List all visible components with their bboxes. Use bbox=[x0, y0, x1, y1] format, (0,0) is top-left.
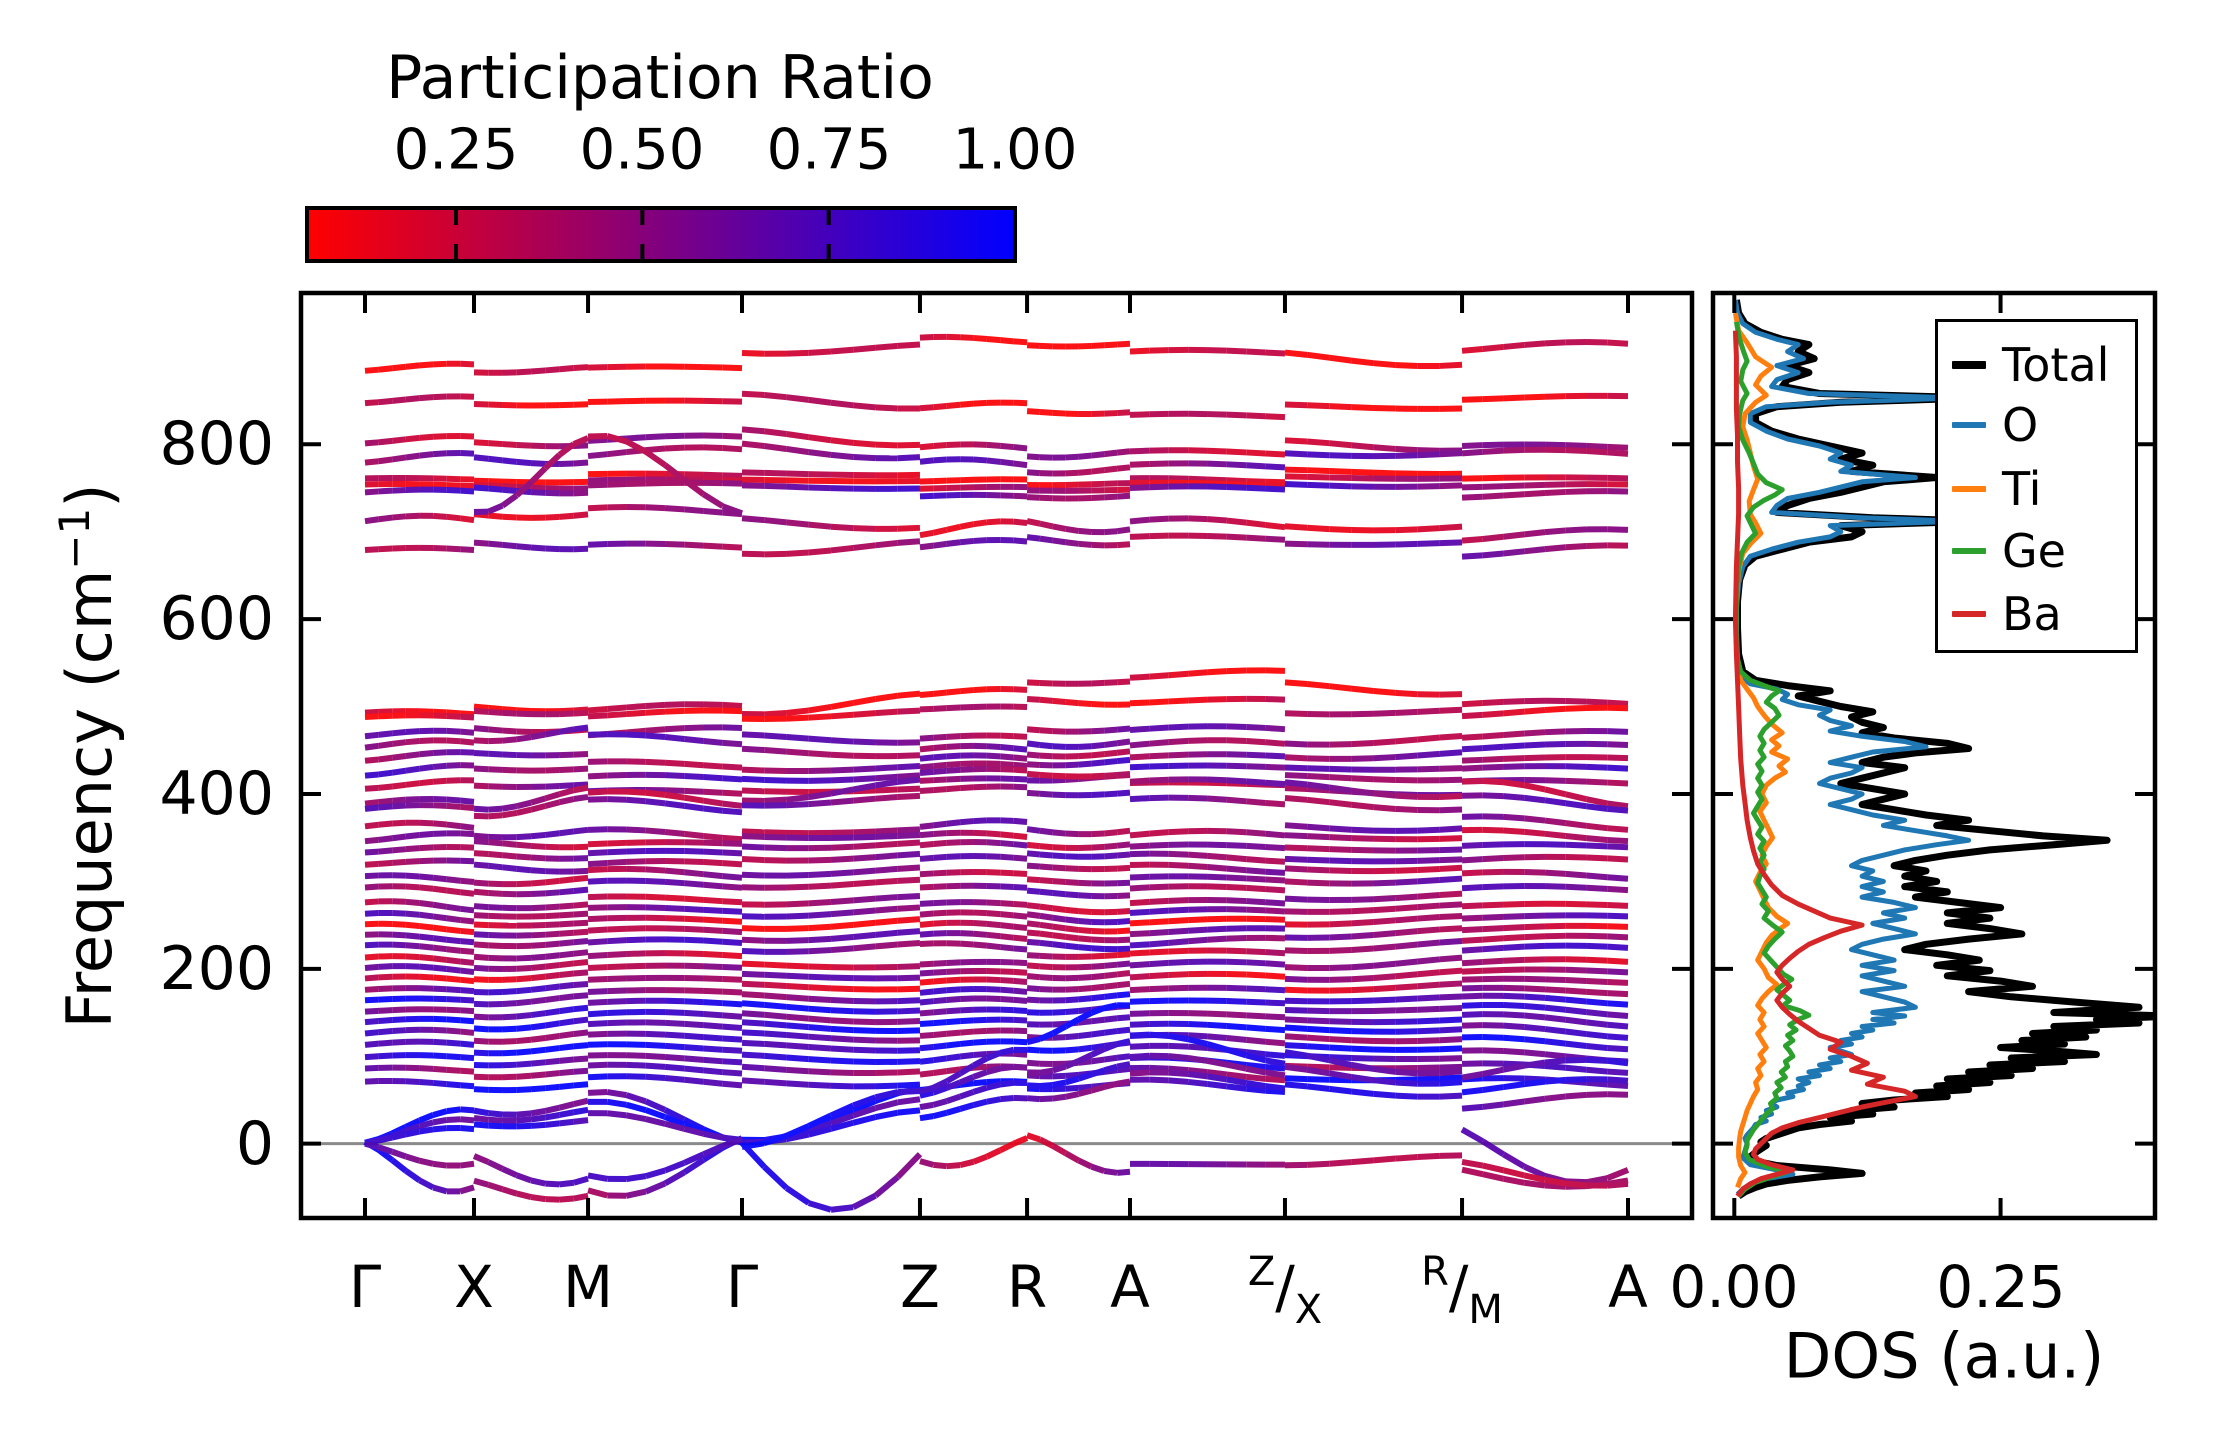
dos-tick-label-0: 0.00 bbox=[1669, 1253, 1799, 1321]
x-tick-rm-sup: R bbox=[1421, 1249, 1449, 1295]
x-tick-label-r: R bbox=[1006, 1253, 1048, 1321]
x-tick-rm-slash: / bbox=[1448, 1253, 1469, 1321]
x-tick-label-z-x: Z/X bbox=[1248, 1249, 1322, 1333]
legend-entry-ba: Ba bbox=[1952, 587, 2062, 641]
legend-label-total: Total bbox=[2002, 338, 2110, 392]
legend-label-ti: Ti bbox=[2002, 462, 2042, 516]
band-panel-frame bbox=[298, 290, 1695, 1221]
x-tick-rm-sub: M bbox=[1468, 1287, 1503, 1333]
axes bbox=[298, 290, 2158, 1221]
dos-legend: Total O Ti Ge Ba bbox=[1935, 319, 2138, 653]
legend-entry-o: O bbox=[1952, 398, 2038, 452]
dos-tick-label-025: 0.25 bbox=[1936, 1253, 2066, 1321]
legend-line-total bbox=[1952, 361, 1986, 369]
dos-axis-title: DOS (a.u.) bbox=[1783, 1319, 2105, 1393]
dos-series-ge bbox=[1733, 321, 1812, 1198]
y-tick-label-400: 400 bbox=[159, 759, 274, 829]
y-tick-label-600: 600 bbox=[159, 584, 274, 654]
x-tick-label-a1: A bbox=[1110, 1253, 1150, 1321]
legend-line-o bbox=[1952, 422, 1986, 428]
x-tick-label-z: Z bbox=[900, 1253, 940, 1321]
dos-panel-frame bbox=[1710, 290, 2158, 1221]
x-tick-zx-slash: / bbox=[1275, 1253, 1295, 1321]
x-tick-label-x: X bbox=[454, 1253, 494, 1321]
y-axis-title: Frequency (cm−1) bbox=[50, 484, 126, 1029]
legend-label-ba: Ba bbox=[2002, 587, 2062, 641]
y-axis-title-exponent: −1 bbox=[50, 507, 100, 570]
x-tick-zx-sup: Z bbox=[1247, 1249, 1276, 1295]
legend-label-ge: Ge bbox=[2002, 524, 2066, 578]
legend-line-ti bbox=[1952, 486, 1986, 492]
legend-entry-ge: Ge bbox=[1952, 524, 2066, 578]
legend-entry-ti: Ti bbox=[1952, 462, 2041, 516]
x-tick-label-a2: A bbox=[1608, 1253, 1648, 1321]
colorbar bbox=[305, 206, 1017, 263]
colorbar-tick-label: 1.00 bbox=[952, 117, 1078, 183]
y-tick-label-800: 800 bbox=[159, 409, 274, 479]
x-tick-zx-sub: X bbox=[1294, 1287, 1323, 1333]
dos-curves bbox=[1732, 299, 2153, 1200]
x-tick-label-r-m: R/M bbox=[1421, 1249, 1503, 1333]
dos-series-ti bbox=[1732, 312, 1791, 1189]
y-tick-label-200: 200 bbox=[159, 934, 274, 1004]
legend-entry-total: Total bbox=[1952, 338, 2109, 392]
legend-line-ge bbox=[1952, 548, 1986, 554]
x-tick-label-gamma1: Γ bbox=[348, 1253, 382, 1321]
dos-series-ba bbox=[1732, 330, 1918, 1198]
x-tick-label-m: M bbox=[562, 1253, 614, 1321]
colorbar-tick-label: 0.50 bbox=[579, 117, 705, 183]
band-curves bbox=[363, 333, 1630, 1213]
y-tick-label-0: 0 bbox=[235, 1109, 274, 1179]
y-axis-title-close: ) bbox=[52, 483, 126, 508]
legend-line-ba bbox=[1952, 611, 1986, 617]
colorbar-tick-label: 0.25 bbox=[393, 117, 519, 183]
x-tick-label-gamma2: Γ bbox=[725, 1253, 759, 1321]
dos-series-total bbox=[1732, 299, 2153, 1200]
legend-label-o: O bbox=[2002, 398, 2039, 452]
y-axis-title-text: Frequency (cm bbox=[52, 569, 126, 1029]
colorbar-title: Participation Ratio bbox=[386, 43, 934, 113]
dos-series-o bbox=[1732, 299, 1972, 1197]
colorbar-tick-label: 0.75 bbox=[766, 117, 892, 183]
